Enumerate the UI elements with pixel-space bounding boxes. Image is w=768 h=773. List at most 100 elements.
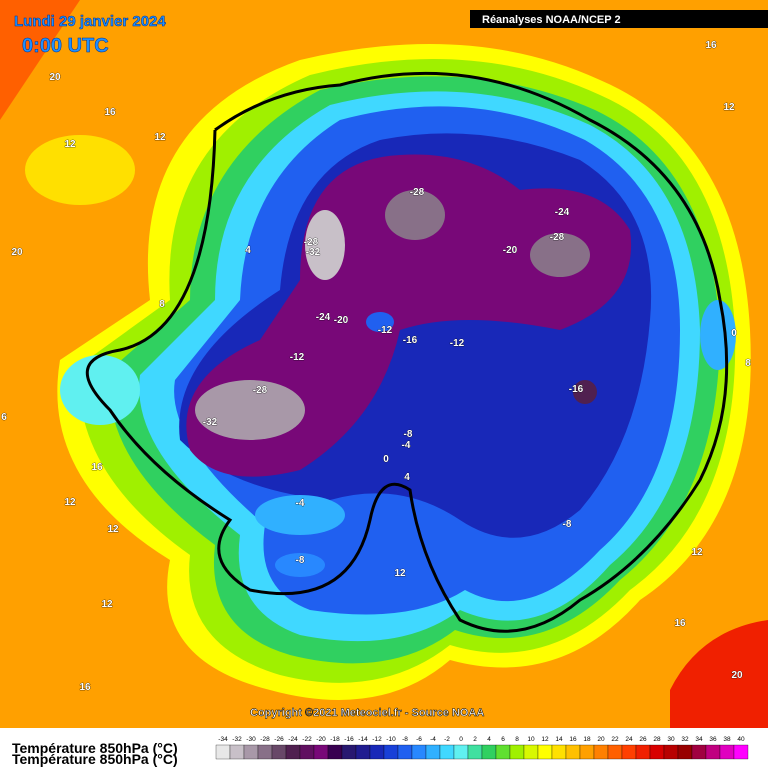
legend-swatch	[453, 744, 469, 760]
contour-label: 16	[79, 682, 91, 693]
legend-swatch	[355, 744, 371, 760]
contour-label: 12	[101, 599, 113, 610]
legend-tick-label: -34	[218, 736, 228, 743]
contour-label: -32	[203, 417, 218, 428]
source: Réanalyses NOAA/NCEP 2	[482, 14, 621, 26]
legend-tick-label: -2	[444, 736, 450, 743]
contour-label: 8	[159, 299, 165, 310]
contour-label: 12	[64, 497, 76, 508]
legend: Température 850hPa (°C)Température 850hP…	[12, 736, 749, 767]
warm-zone	[670, 620, 768, 728]
contour-label: 20	[11, 247, 23, 258]
legend-swatch	[243, 744, 259, 760]
legend-tick-label: 34	[695, 736, 703, 743]
legend-swatch	[397, 744, 413, 760]
legend-tick-label: 6	[501, 736, 505, 743]
legend-tick-label: 32	[681, 736, 689, 743]
contour-label: 20	[731, 670, 743, 681]
contour-label: 16	[674, 618, 686, 629]
temperature-field	[57, 44, 751, 700]
contour-label: 6	[1, 412, 7, 423]
contour-label: -8	[404, 429, 413, 440]
legend-swatch	[537, 744, 553, 760]
legend-swatch	[663, 744, 679, 760]
contour-label: -8	[563, 519, 572, 530]
contour-label: -4	[296, 498, 305, 509]
contour-label: -28	[410, 187, 425, 198]
legend-tick-label: 24	[625, 736, 633, 743]
contour-label: -16	[403, 335, 418, 346]
contour-label: -12	[450, 338, 465, 349]
legend-tick-label: 12	[541, 736, 549, 743]
legend-swatch	[271, 744, 287, 760]
legend-swatch	[313, 744, 329, 760]
legend-title: Température 850hPa (°C)	[12, 740, 178, 756]
legend-tick-label: 38	[723, 736, 731, 743]
copyright: Copyright ©2021 Meteociel.fr - Source NO…	[250, 707, 484, 719]
legend-swatch	[565, 744, 581, 760]
legend-tick-label: 16	[569, 736, 577, 743]
legend-swatch	[383, 744, 399, 760]
contour-label: 8	[745, 358, 751, 369]
legend-swatch	[369, 744, 385, 760]
legend-tick-label: 22	[611, 736, 619, 743]
contour-label: 0	[731, 328, 737, 339]
legend-swatch	[327, 744, 343, 760]
legend-swatch	[467, 744, 483, 760]
legend-swatch	[719, 744, 735, 760]
legend-tick-label: -4	[430, 736, 436, 743]
legend-swatch	[621, 744, 637, 760]
contour-label: 12	[723, 102, 735, 113]
warm-zone	[0, 0, 80, 120]
legend-tick-label: 28	[653, 736, 661, 743]
time: 0:00 UTC	[22, 35, 109, 57]
legend-tick-label: 4	[487, 736, 491, 743]
contour-label: 0	[383, 454, 389, 465]
contour-zero	[85, 71, 729, 633]
legend-swatch	[593, 744, 609, 760]
contour-label: -28	[550, 232, 565, 243]
legend-swatch	[495, 744, 511, 760]
date: Lundi 29 janvier 2024	[14, 13, 166, 30]
contour-label: 16	[104, 107, 116, 118]
contour-label: 16	[705, 40, 717, 51]
legend-tick-label: -20	[316, 736, 326, 743]
zone	[25, 135, 135, 205]
legend-swatch	[285, 744, 301, 760]
contour-label: -12	[290, 352, 305, 363]
legend-swatch	[691, 744, 707, 760]
legend-swatch	[733, 744, 749, 760]
legend-swatch	[607, 744, 623, 760]
legend-tick-label: -30	[246, 736, 256, 743]
contour-label: -24	[555, 207, 570, 218]
legend-tick-label: 18	[583, 736, 591, 743]
legend-tick-label: 0	[459, 736, 463, 743]
contour-label: -32	[306, 247, 321, 258]
contour-label: -12	[378, 325, 393, 336]
legend-tick-label: -6	[416, 736, 422, 743]
legend-swatch	[677, 744, 693, 760]
legend-tick-label: 26	[639, 736, 647, 743]
legend-swatch	[229, 744, 245, 760]
legend-tick-label: 40	[737, 736, 745, 743]
legend-swatch	[425, 744, 441, 760]
source-box	[470, 10, 768, 28]
contour-label: -4	[402, 440, 411, 451]
legend-swatch	[509, 744, 525, 760]
legend-swatch	[523, 744, 539, 760]
legend-tick-label: -26	[274, 736, 284, 743]
legend-swatch	[649, 744, 665, 760]
legend-tick-label: 8	[515, 736, 519, 743]
legend-swatch	[579, 744, 595, 760]
legend-swatch	[551, 744, 567, 760]
legend-tick-label: -28	[260, 736, 270, 743]
contour-label: 4	[404, 472, 410, 483]
contour-label: -8	[296, 555, 305, 566]
legend-tick-label: -22	[302, 736, 312, 743]
legend-tick-label: 14	[555, 736, 563, 743]
legend-tick-label: -8	[402, 736, 408, 743]
contour-label: 12	[64, 139, 76, 150]
legend-swatch	[411, 744, 427, 760]
